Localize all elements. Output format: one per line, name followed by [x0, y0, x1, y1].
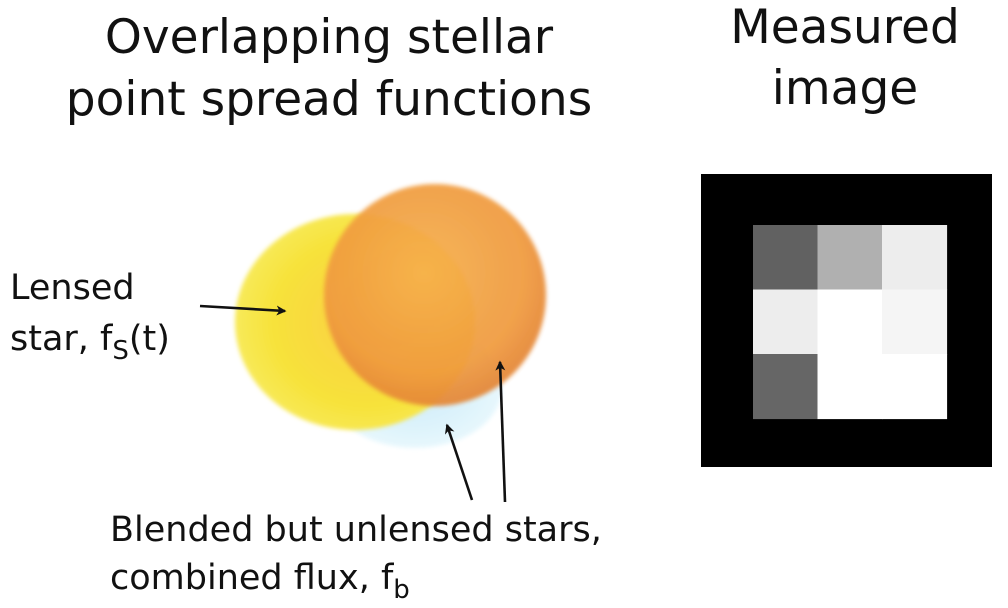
image-pixel-r2-c1 [817, 354, 883, 420]
lensed-star-label-line1: Lensed [10, 268, 135, 308]
right-title-line2: image [772, 61, 918, 116]
blend-label-line1: Blended but unlensed stars, [110, 510, 602, 550]
lensed-star-arrow [199, 304, 287, 316]
lensed-star-label-line2: star, fS(t) [10, 319, 170, 366]
lensed-star-label-suffix: (t) [129, 319, 170, 359]
image-pixel-r0-c1 [817, 225, 883, 291]
image-pixel-r1-c0 [753, 289, 819, 355]
lensed-star-label-subscript: S [112, 336, 129, 366]
image-pixel-r1-c1 [817, 289, 883, 355]
measured-image [701, 174, 992, 467]
image-pixel-r2-c2 [882, 354, 948, 420]
blended-star-orange [324, 184, 546, 406]
blend-arrow-left [444, 423, 474, 501]
right-title-line1: Measured [730, 0, 960, 55]
blend-label-line2: combined flux, fb [110, 558, 410, 605]
image-pixel-r0-c2 [882, 225, 948, 291]
blend-arrow-right [495, 360, 507, 503]
image-pixel-r1-c2 [882, 289, 948, 355]
lensed-star-label-prefix: star, f [10, 319, 113, 359]
image-pixel-r2-c0 [753, 354, 819, 420]
image-pixel-r0-c0 [753, 225, 819, 291]
blend-label-prefix: combined flux, f [110, 558, 394, 598]
overlapping-psfs [235, 184, 546, 448]
measured-image-pixel-grid [753, 225, 948, 420]
blend-label-subscript: b [393, 575, 410, 605]
left-title-line2: point spread functions [66, 72, 592, 127]
left-title-line1: Overlapping stellar [105, 10, 554, 65]
